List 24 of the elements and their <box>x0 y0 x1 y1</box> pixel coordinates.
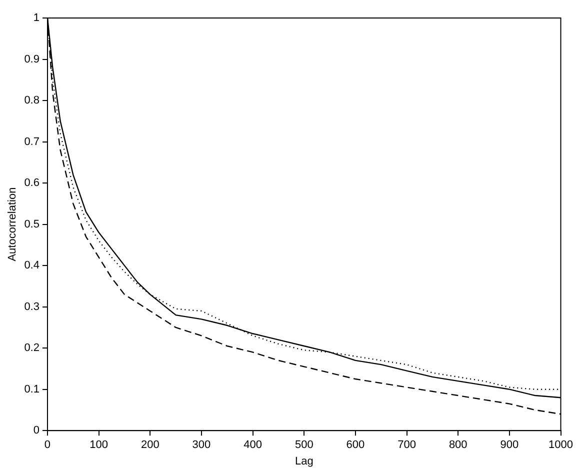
y-tick-label: 0.1 <box>24 383 40 396</box>
y-tick-label: 1 <box>33 12 40 24</box>
y-tick-label: 0.2 <box>24 342 40 354</box>
x-tick-label: 100 <box>90 439 108 452</box>
y-axis-title: Autocorrelation <box>6 187 19 262</box>
x-tick-label: 700 <box>398 439 416 452</box>
x-tick-label: 600 <box>346 439 365 452</box>
y-tick-label: 0.6 <box>24 177 40 190</box>
y-tick-label: 0.5 <box>24 218 40 230</box>
y-tick-label: 0.7 <box>24 136 40 148</box>
x-tick-label: 200 <box>140 439 160 452</box>
y-tick-label: 0.8 <box>24 94 40 107</box>
x-tick-label: 900 <box>500 439 519 452</box>
y-tick-label: 0 <box>33 424 40 437</box>
x-tick-label: 1000 <box>548 439 574 452</box>
x-tick-label: 500 <box>294 439 314 452</box>
x-tick-label: 0 <box>44 439 51 452</box>
x-axis-title: Lag <box>294 455 314 468</box>
x-tick-label: 300 <box>192 439 211 452</box>
y-tick-label: 0.4 <box>24 260 40 272</box>
y-tick-label: 0.9 <box>24 53 40 66</box>
y-tick-label: 0.3 <box>24 300 40 313</box>
x-tick-label: 400 <box>244 439 262 452</box>
x-tick-label: 800 <box>448 439 468 452</box>
